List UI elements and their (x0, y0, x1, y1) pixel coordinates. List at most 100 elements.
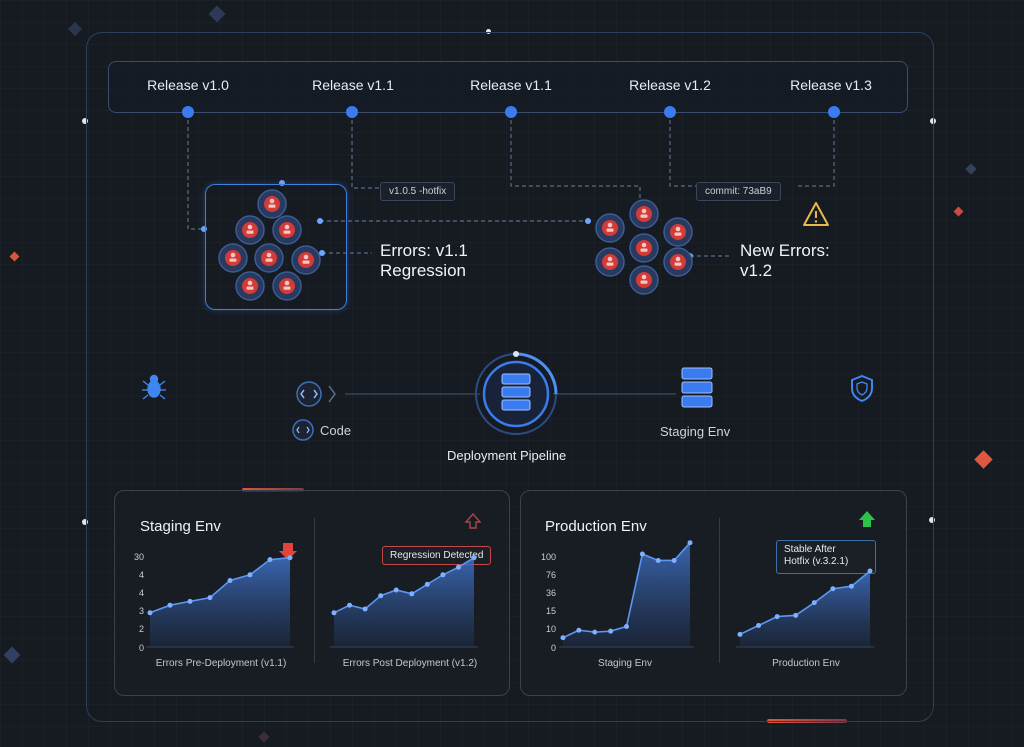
error-node (272, 215, 302, 245)
y-tick-label: 76 (545, 570, 556, 580)
y-tick-label: 0 (138, 643, 144, 653)
chart-point (867, 568, 873, 574)
error-node (595, 213, 625, 243)
stable-badge-line1: Stable After (784, 544, 836, 555)
regression-badge: Regression Detected (382, 546, 492, 565)
new-errors-line2: v1.2 (740, 261, 773, 280)
code-icon (296, 381, 322, 407)
release-label: Release v1.1 (312, 77, 394, 93)
server-stack-icon (475, 351, 558, 435)
new-errors-line1: New Errors: (740, 241, 830, 260)
chart-label: Errors Pre-Deployment (v1.1) (155, 658, 287, 669)
connector-line (187, 113, 204, 230)
chart-label: Staging Env (598, 658, 652, 669)
decor-dot (82, 118, 88, 124)
chart-point (362, 606, 368, 612)
chart-point (393, 587, 399, 593)
error-node (663, 247, 693, 277)
chart-point (592, 629, 598, 635)
link-node (317, 218, 323, 224)
chart-point (608, 628, 614, 634)
release-timeline (108, 61, 908, 113)
chart-point (471, 555, 477, 561)
link-node (319, 250, 325, 256)
timeline-node (664, 106, 676, 118)
error-node (291, 245, 321, 275)
connector-line (510, 113, 641, 200)
panel-divider (719, 518, 720, 663)
timeline-node (346, 106, 358, 118)
deployment-pipeline-label: Deployment Pipeline (447, 448, 567, 463)
y-tick-label: 100 (540, 552, 556, 562)
chart-point (793, 612, 799, 618)
chart-point (624, 624, 629, 630)
chart-point (378, 593, 384, 599)
error-node (235, 215, 265, 245)
error-node (629, 233, 659, 263)
chevron-right-icon (328, 385, 336, 403)
arrow-up-icon (859, 511, 875, 527)
warning-icon (803, 202, 829, 226)
error-node (629, 199, 659, 229)
chart-point (560, 635, 566, 641)
arrow-down-icon (279, 543, 297, 560)
error-node (663, 217, 693, 247)
chart-point (331, 610, 337, 616)
code-small-icon (292, 419, 314, 441)
chart-point (247, 572, 253, 578)
decor-dot (82, 519, 88, 525)
y-tick-label: 2 (138, 624, 144, 634)
chart-point (207, 595, 213, 601)
errors-regression-line1: Errors: v1.1 (380, 241, 468, 260)
bug-icon (142, 374, 166, 400)
release-label: Release v1.2 (629, 77, 711, 93)
shield-icon (851, 374, 873, 403)
chart-point (671, 557, 677, 563)
chart-point (267, 557, 273, 563)
decor-dot (486, 29, 491, 34)
chart-point (424, 581, 430, 587)
hotfix-tag: v1.0.5 -hotfix (380, 182, 456, 201)
chart-point (227, 578, 233, 583)
chart-point (687, 540, 693, 546)
y-tick-label: 4 (138, 570, 144, 580)
chart-point (409, 591, 415, 597)
commit-tag: commit: 73aB9 (696, 182, 781, 201)
stable-badge: Stable After Hotfix (v.3.2.1) (776, 540, 876, 574)
chart-label: Production Env (772, 658, 840, 669)
errors-regression-line2: Regression (380, 261, 466, 280)
error-node (218, 243, 248, 273)
error-cluster-box (205, 184, 347, 310)
chart-point (167, 602, 173, 608)
error-node (257, 189, 287, 219)
chart-label: Errors Post Deployment (v1.2) (342, 658, 478, 669)
y-tick-label: 4 (138, 588, 144, 598)
chart-point (347, 602, 353, 608)
main-frame (86, 32, 934, 722)
chart-point (639, 551, 645, 557)
release-label: Release v1.3 (790, 77, 872, 93)
timeline-node (182, 106, 194, 118)
staging-panel-title: Staging Env (140, 518, 221, 535)
decor-dot (929, 517, 935, 523)
panel-divider (314, 518, 315, 663)
staging-env-label: Staging Env (660, 424, 731, 439)
timeline-node (828, 106, 840, 118)
y-tick-label: 36 (545, 588, 556, 598)
release-label: Release v1.0 (147, 77, 229, 93)
chart-point (830, 586, 836, 592)
staging-server-icon (681, 367, 713, 408)
connector-line (798, 113, 835, 187)
link-node (585, 218, 591, 224)
error-node (272, 271, 302, 301)
y-tick-label: 10 (545, 624, 556, 634)
errors-regression-label: Errors: v1.1 Regression (380, 241, 468, 281)
chart-point (147, 610, 153, 616)
error-node (595, 247, 625, 277)
chart-point (655, 557, 661, 563)
arrow-up-outline-icon (464, 512, 482, 529)
chart-line (333, 557, 475, 614)
